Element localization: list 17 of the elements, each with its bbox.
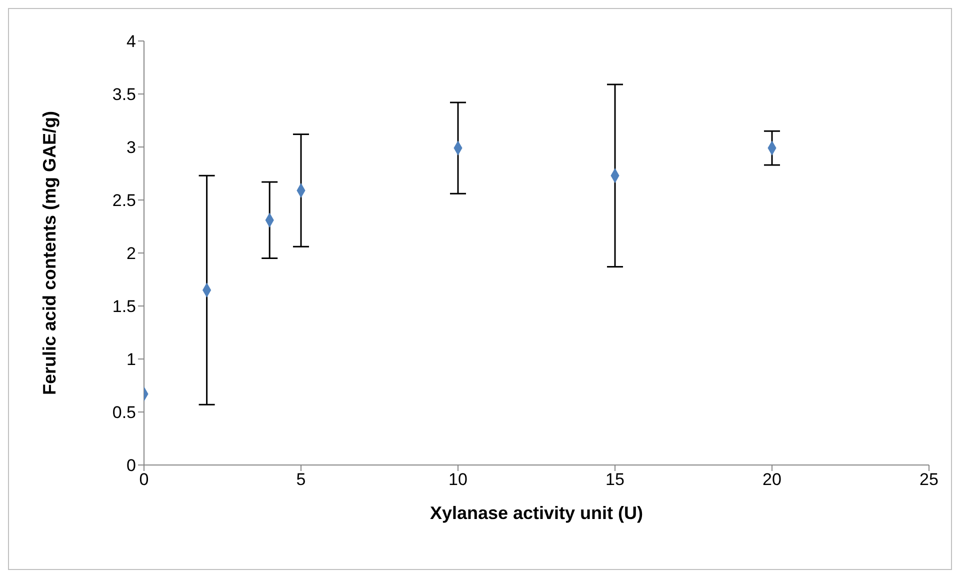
y-tick-label: 2 [126, 244, 136, 264]
y-tick-label: 3 [126, 138, 136, 158]
y-tick-label: 0.5 [112, 403, 136, 422]
x-tick-label: 25 [920, 470, 938, 490]
y-tick-label: 2.5 [112, 191, 136, 210]
y-axis-title: Ferulic acid contents (mg GAE/g) [39, 110, 60, 396]
x-tick-label: 5 [296, 470, 306, 490]
y-tick-label: 0 [126, 456, 136, 476]
y-tick-label: 4 [126, 32, 136, 52]
y-tick-label: 1 [126, 350, 136, 370]
x-tick-label: 0 [139, 470, 149, 490]
x-tick-label: 10 [448, 470, 468, 490]
x-tick-label: 15 [606, 470, 624, 490]
y-tick-label: 1.5 [112, 297, 136, 316]
x-axis-title: Xylanase activity unit (U) [430, 503, 644, 523]
y-tick-label: 3.5 [112, 85, 136, 104]
x-tick-label: 20 [762, 470, 782, 490]
